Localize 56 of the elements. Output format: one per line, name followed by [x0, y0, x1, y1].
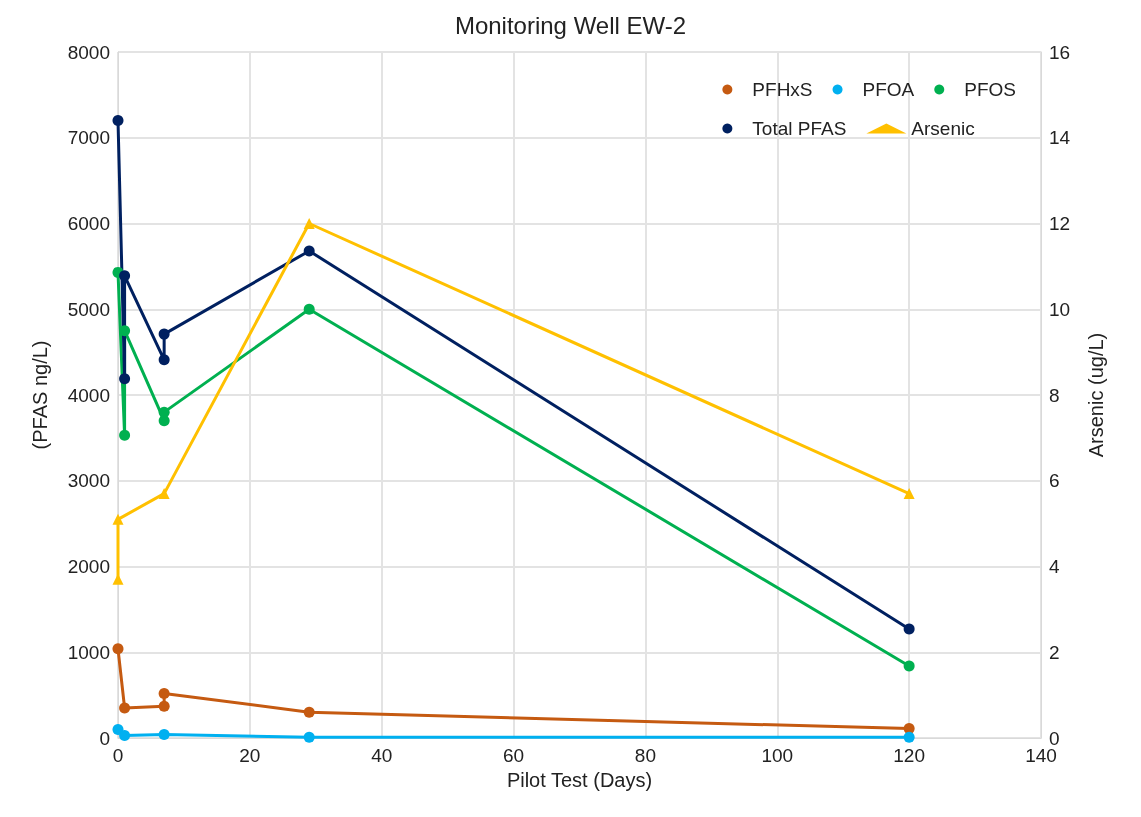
y-tick-label: 7000	[67, 127, 110, 149]
point	[119, 702, 131, 714]
point	[903, 488, 915, 500]
point	[119, 373, 131, 385]
x-tick-label: 60	[503, 745, 525, 766]
y-tick-label: 1000	[67, 641, 110, 663]
y-tick-label: 5000	[67, 298, 110, 320]
y-tick-label: 2000	[67, 556, 110, 577]
point	[112, 115, 124, 127]
point	[112, 643, 124, 655]
point	[158, 354, 170, 366]
x-tick-label: 100	[761, 745, 794, 766]
legend-label: PFOS	[964, 79, 1016, 100]
point	[303, 245, 315, 257]
y2-tick-label: 6	[1049, 470, 1060, 492]
legend-label: PFOA	[862, 79, 915, 100]
point	[903, 623, 915, 635]
y2-tick-label: 2	[1049, 641, 1060, 663]
chart-title: Monitoring Well EW-2	[454, 11, 687, 39]
point	[158, 406, 170, 418]
y2-tick-label: 16	[1049, 41, 1071, 63]
y2-tick-label: 8	[1049, 384, 1060, 406]
x-tick-label: 20	[239, 745, 261, 766]
y2-axis-title: Arsenic (ug/L)	[1085, 332, 1107, 458]
x-tick-label: 0	[112, 745, 124, 766]
y-tick-label: 3000	[67, 470, 110, 492]
point	[158, 687, 170, 699]
point	[158, 729, 170, 741]
point	[158, 488, 170, 500]
x-tick-label: 120	[893, 745, 925, 766]
legend-label: Total PFAS	[752, 118, 847, 139]
y-tick-label: 6000	[67, 213, 110, 234]
point	[119, 729, 131, 741]
point	[903, 731, 915, 743]
point	[158, 328, 170, 340]
y2-tick-label: 12	[1049, 213, 1071, 234]
legend-label: PFHxS	[752, 79, 813, 100]
x-tick-label: 40	[371, 745, 393, 766]
x-tick-label: 80	[634, 745, 656, 766]
y-tick-label: 8000	[67, 41, 110, 63]
point	[903, 660, 915, 672]
y-axis-title: (PFAS ng/L)	[29, 340, 51, 450]
y-tick-label: 0	[99, 727, 110, 749]
y2-tick-label: 4	[1049, 556, 1060, 577]
point	[303, 706, 315, 718]
point	[119, 429, 131, 441]
point	[112, 513, 124, 525]
y-tick-label: 4000	[67, 384, 110, 406]
point	[303, 303, 315, 315]
x-axis-title: Pilot Test (Days)	[506, 769, 653, 791]
point	[303, 731, 315, 743]
point	[158, 700, 170, 712]
y2-tick-label: 14	[1049, 127, 1071, 149]
legend-label: Arsenic	[911, 118, 975, 139]
y2-tick-label: 10	[1049, 298, 1071, 320]
point	[303, 218, 315, 229]
